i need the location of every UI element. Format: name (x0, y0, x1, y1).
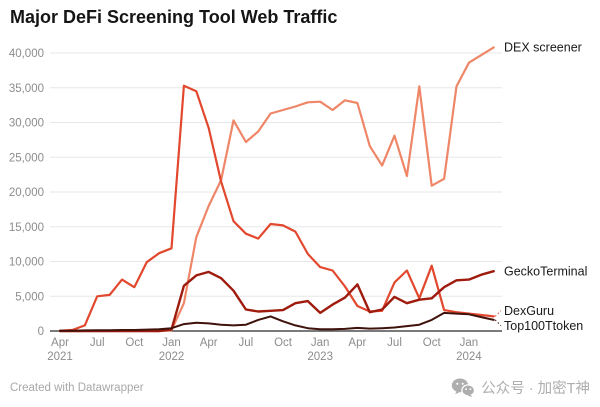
wechat-icon (452, 378, 476, 397)
attribution-text: Created with Datawrapper (10, 382, 144, 394)
x-tick-label-month: Apr (348, 337, 366, 349)
x-tick-label-month: Oct (125, 337, 144, 349)
y-tick-label: 30,000 (9, 118, 44, 130)
x-tick-label-month: Oct (423, 337, 442, 349)
x-tick-label-month: Jul (90, 337, 105, 349)
series-line-dex-screener (58, 46, 495, 333)
x-tick-label-month: Apr (200, 337, 218, 349)
x-tick-label-month: Jan (460, 337, 479, 349)
y-tick-label: 40,000 (9, 48, 44, 60)
series-line-dexguru (58, 84, 495, 332)
chart-title: Major DeFi Screening Tool Web Traffic (10, 7, 338, 27)
x-tick-label-month: Jul (387, 337, 402, 349)
x-tick-label-month: Oct (274, 337, 293, 349)
series-line-top100ttoken (59, 311, 495, 332)
y-tick-label: 25,000 (9, 152, 44, 164)
x-tick-label-month: Jan (162, 337, 181, 349)
y-tick-label: 5,000 (15, 291, 44, 303)
series-label-geckoterminal: GeckoTerminal (504, 264, 587, 278)
series-label-top100ttoken: Top100Ttoken (504, 319, 583, 333)
footer-branding: 公众号 · 加密T神 (451, 377, 590, 398)
x-tick-label-month: Jul (238, 337, 253, 349)
legend-leader-line (494, 310, 502, 317)
series-label-dexguru: DexGuru (504, 304, 554, 318)
x-tick-label-month: Jan (311, 337, 330, 349)
y-tick-label: 20,000 (9, 187, 44, 199)
x-tick-label-year: 2023 (307, 351, 333, 363)
y-tick-label: 35,000 (9, 83, 44, 95)
footer-branding-text: 公众号 · 加密T神 (481, 381, 590, 397)
y-tick-label: 10,000 (9, 257, 44, 269)
series-line-geckoterminal (58, 270, 495, 333)
legend-leader-line (494, 319, 502, 326)
x-tick-label-year: 2024 (456, 351, 482, 363)
y-tick-label: 0 (38, 326, 44, 338)
series-label-dex-screener: DEX screener (504, 41, 582, 55)
x-tick-label-year: 2021 (47, 351, 73, 363)
x-tick-label-year: 2022 (159, 351, 185, 363)
y-tick-label: 15,000 (9, 222, 44, 234)
x-tick-label-month: Apr (51, 337, 69, 349)
